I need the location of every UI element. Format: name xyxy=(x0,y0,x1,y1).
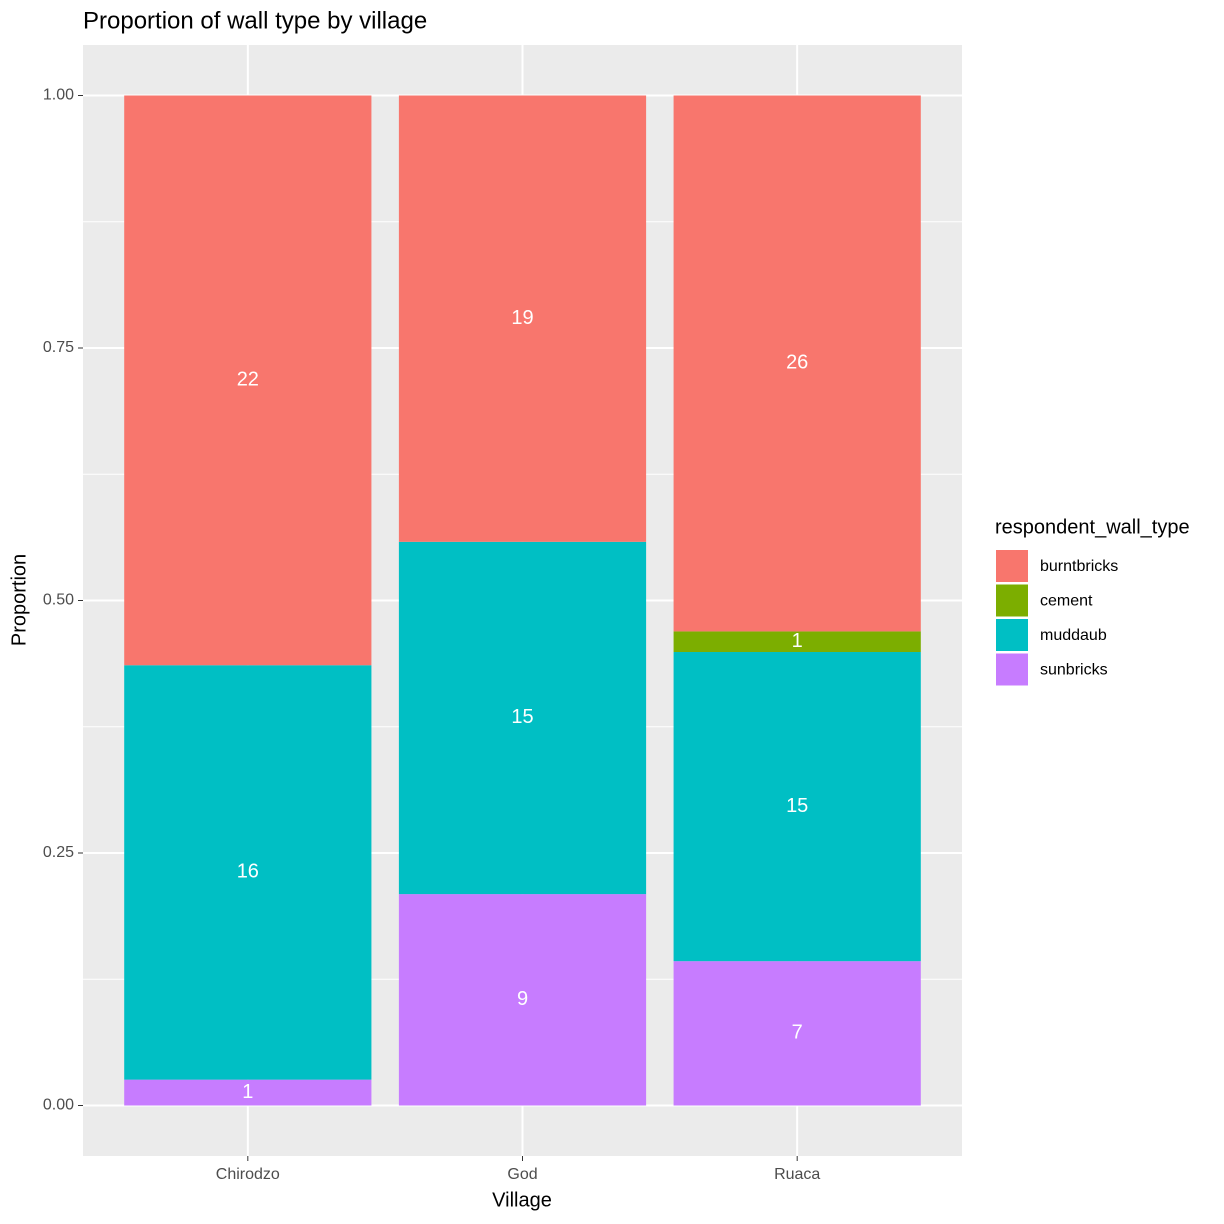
bar-segment xyxy=(673,95,921,632)
data-label: 1 xyxy=(242,1081,253,1103)
legend-key xyxy=(996,584,1028,617)
x-tick-label: God xyxy=(507,1166,537,1183)
legend-label: muddaub xyxy=(1040,627,1107,644)
x-tick-label: Chirodzo xyxy=(216,1166,280,1183)
data-label: 7 xyxy=(792,1022,803,1044)
data-label: 15 xyxy=(511,706,533,728)
y-tick-label: 0.75 xyxy=(43,339,74,356)
bar-segment xyxy=(398,95,647,542)
bar-segment xyxy=(124,665,372,1080)
chart-title: Proportion of wall type by village xyxy=(83,7,427,34)
bar-segment xyxy=(398,541,647,895)
data-label: 16 xyxy=(237,861,259,883)
bar-segment xyxy=(673,631,921,653)
legend-key xyxy=(996,550,1028,582)
x-tick-label: Ruaca xyxy=(774,1166,820,1183)
legend-label: sunbricks xyxy=(1040,662,1108,679)
data-label: 9 xyxy=(517,988,528,1010)
legend-key xyxy=(996,653,1028,686)
y-tick-label: 0.25 xyxy=(43,844,74,861)
legend-label: cement xyxy=(1040,593,1093,610)
bar-segment xyxy=(673,961,921,1106)
data-label: 22 xyxy=(237,369,259,391)
y-tick-label: 0.00 xyxy=(43,1097,74,1114)
legend-label: burntbricks xyxy=(1040,558,1118,575)
bar-segment xyxy=(124,95,372,666)
y-tick-label: 0.50 xyxy=(43,592,74,609)
y-axis-title: Proportion xyxy=(8,554,30,646)
data-label: 26 xyxy=(786,352,808,374)
legend-title: respondent_wall_type xyxy=(995,516,1190,538)
bar-segment xyxy=(124,1079,372,1106)
y-tick-label: 1.00 xyxy=(43,87,74,104)
data-label: 19 xyxy=(511,307,533,329)
data-label: 1 xyxy=(792,630,803,652)
bar-segment xyxy=(398,894,647,1106)
x-axis-title: Village xyxy=(492,1189,552,1211)
data-label: 15 xyxy=(786,795,808,817)
bar-segment xyxy=(673,652,921,962)
legend-key xyxy=(996,619,1028,651)
